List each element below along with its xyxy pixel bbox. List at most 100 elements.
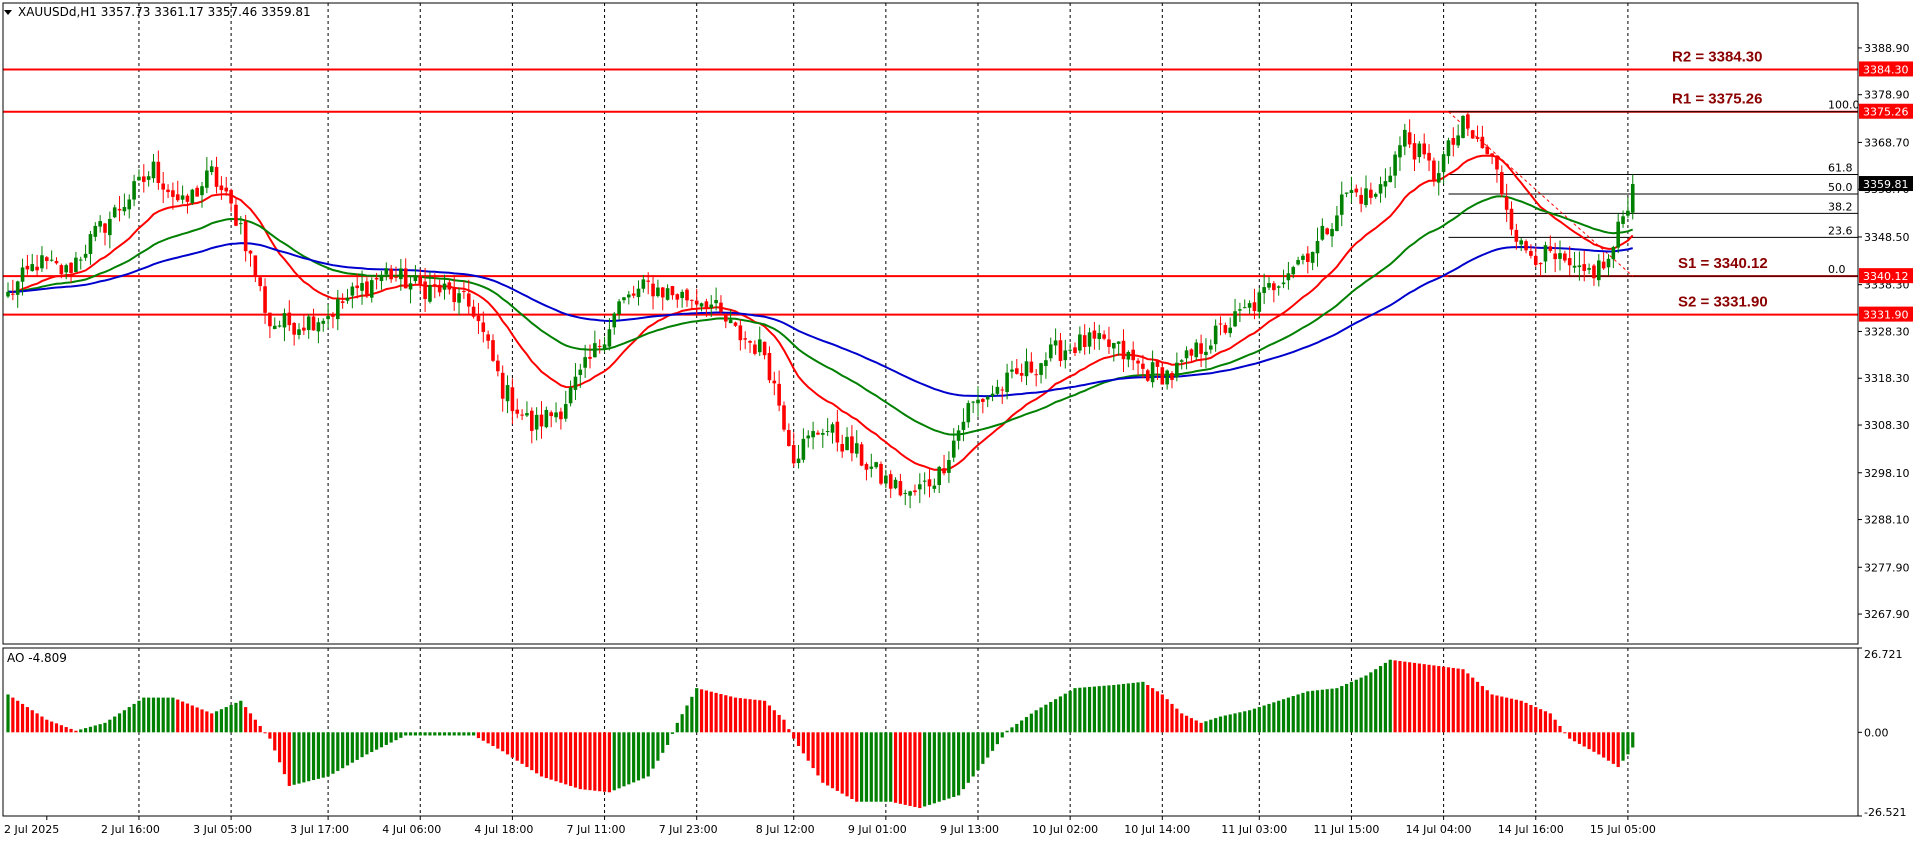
candle[interactable] — [762, 341, 767, 356]
candle[interactable] — [660, 287, 665, 298]
candle[interactable] — [151, 161, 156, 179]
candle[interactable] — [854, 443, 859, 454]
candle[interactable] — [1514, 229, 1519, 242]
candle[interactable] — [1500, 172, 1504, 195]
candle[interactable] — [1378, 184, 1383, 194]
ao-bar[interactable] — [219, 709, 223, 733]
candle[interactable] — [1509, 208, 1514, 230]
ao-bar[interactable] — [879, 732, 883, 802]
candle[interactable] — [903, 492, 908, 494]
candle[interactable] — [1359, 194, 1363, 204]
ao-bar[interactable] — [1097, 686, 1101, 733]
candle[interactable] — [98, 221, 102, 227]
candle[interactable] — [175, 194, 180, 201]
ao-bar[interactable] — [1466, 673, 1470, 733]
ao-bar[interactable] — [1015, 723, 1019, 733]
ao-bar[interactable] — [1126, 683, 1130, 733]
ao-bar[interactable] — [321, 732, 325, 778]
candle[interactable] — [554, 412, 558, 418]
ao-bar[interactable] — [467, 732, 471, 736]
candle[interactable] — [54, 260, 59, 264]
candle[interactable] — [1626, 210, 1630, 216]
candle[interactable] — [743, 338, 747, 340]
ao-bar[interactable] — [1194, 720, 1198, 733]
candle[interactable] — [15, 281, 20, 295]
candle[interactable] — [520, 414, 524, 416]
candle[interactable] — [379, 274, 384, 282]
candle[interactable] — [791, 445, 796, 464]
ao-bar[interactable] — [79, 729, 83, 733]
candle[interactable] — [1533, 255, 1538, 265]
candle[interactable] — [20, 267, 25, 282]
candle[interactable] — [1044, 360, 1048, 366]
candle[interactable] — [1063, 350, 1068, 361]
candle[interactable] — [559, 411, 563, 420]
candle[interactable] — [825, 431, 830, 433]
candle[interactable] — [869, 466, 874, 469]
ao-bar[interactable] — [142, 697, 146, 733]
candle[interactable] — [59, 265, 64, 275]
ao-bar[interactable] — [651, 732, 655, 769]
candle[interactable] — [738, 325, 743, 341]
candle[interactable] — [670, 286, 675, 296]
collapse-triangle-icon[interactable] — [4, 10, 12, 15]
candle[interactable] — [1470, 130, 1475, 139]
ao-bar[interactable] — [729, 696, 733, 733]
candle[interactable] — [680, 291, 684, 299]
ao-bar[interactable] — [200, 709, 204, 733]
candle[interactable] — [350, 286, 355, 296]
candle[interactable] — [961, 421, 966, 430]
ao-bar[interactable] — [709, 691, 713, 733]
candle[interactable] — [971, 401, 975, 403]
ao-bar[interactable] — [1568, 732, 1572, 739]
candle[interactable] — [821, 433, 825, 435]
candle[interactable] — [1179, 360, 1184, 362]
ao-bar[interactable] — [1044, 704, 1048, 733]
ao-bar[interactable] — [462, 732, 466, 736]
candle[interactable] — [990, 393, 995, 396]
ao-bar[interactable] — [1480, 686, 1484, 733]
candle[interactable] — [180, 195, 185, 200]
ao-bar[interactable] — [1272, 702, 1276, 733]
ao-bar[interactable] — [719, 694, 723, 733]
candle[interactable] — [1262, 287, 1266, 293]
ao-bar[interactable] — [1248, 710, 1252, 733]
candle[interactable] — [345, 297, 350, 301]
ao-bar[interactable] — [932, 732, 936, 804]
ao-bar[interactable] — [156, 697, 160, 733]
ao-bar[interactable] — [1432, 665, 1436, 733]
candle[interactable] — [1320, 225, 1325, 240]
candle[interactable] — [1116, 341, 1121, 344]
ao-bar[interactable] — [763, 700, 767, 733]
candle[interactable] — [1194, 342, 1199, 358]
ao-bar[interactable] — [1631, 732, 1635, 748]
ao-bar[interactable] — [1024, 717, 1029, 733]
ao-bar[interactable] — [229, 704, 233, 733]
candle[interactable] — [850, 436, 854, 454]
candle[interactable] — [462, 291, 466, 293]
candle[interactable] — [11, 293, 15, 295]
ao-bar[interactable] — [210, 713, 214, 733]
candle[interactable] — [214, 166, 219, 187]
ao-bar[interactable] — [520, 732, 524, 764]
ao-bar[interactable] — [1553, 719, 1557, 733]
candle[interactable] — [709, 304, 714, 308]
candle[interactable] — [1422, 143, 1426, 155]
ao-bar[interactable] — [16, 700, 20, 733]
ao-bar[interactable] — [438, 732, 442, 736]
ao-bar[interactable] — [1165, 699, 1169, 733]
candle[interactable] — [1621, 216, 1625, 224]
ao-bar[interactable] — [1214, 718, 1218, 733]
ao-bar[interactable] — [224, 707, 228, 733]
ao-bar[interactable] — [69, 728, 73, 733]
ao-bar[interactable] — [767, 705, 772, 733]
ao-bar[interactable] — [1514, 699, 1518, 733]
candle[interactable] — [500, 372, 505, 399]
ao-bar[interactable] — [389, 732, 393, 743]
candle[interactable] — [471, 306, 476, 317]
ao-bar[interactable] — [316, 732, 320, 779]
candle[interactable] — [539, 414, 544, 427]
ao-bar[interactable] — [1146, 684, 1150, 733]
ao-bar[interactable] — [578, 732, 582, 790]
candle[interactable] — [1029, 361, 1034, 373]
